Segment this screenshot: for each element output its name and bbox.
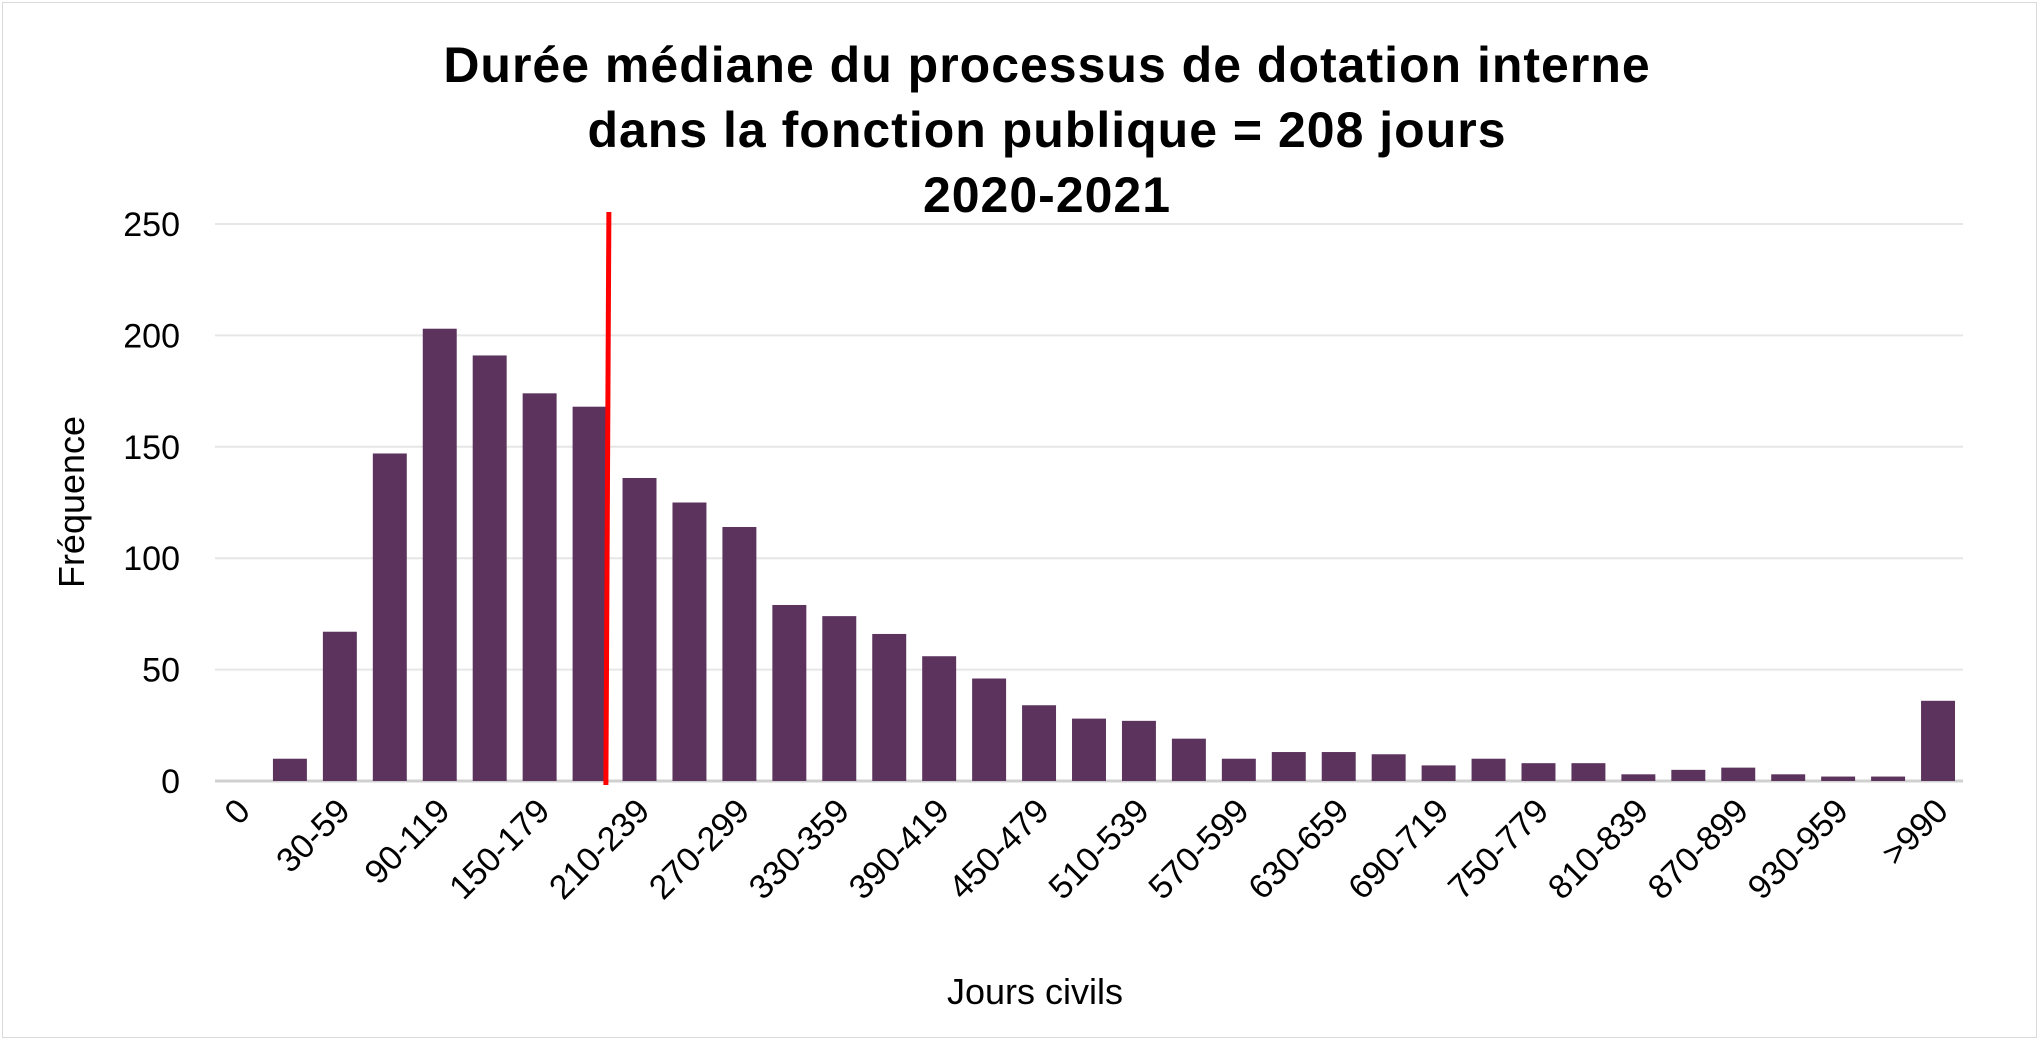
x-tick-labels: 0 30-59 90-119150-179210-239270-299330-359… xyxy=(217,792,1955,907)
x-tick-label: 450-479 xyxy=(942,792,1057,907)
bar-120-149 xyxy=(472,355,507,781)
x-tick-label: >990 xyxy=(1875,792,1956,873)
bar-750-779 xyxy=(1521,763,1556,781)
bar-570-599 xyxy=(1221,758,1256,781)
chart-title-line-1: Durée médiane du processus de dotation i… xyxy=(443,37,1650,93)
x-tick-label: 30-59 xyxy=(269,792,357,880)
bar-720-749 xyxy=(1471,758,1506,781)
bars xyxy=(272,211,1956,786)
bar-480-509 xyxy=(1072,718,1106,781)
bar->990 xyxy=(1921,700,1956,781)
bar-60-89 xyxy=(372,453,407,781)
chart-title-line-2: dans la fonction publique = 208 jours xyxy=(587,102,1506,158)
y-tick-label: 150 xyxy=(123,429,180,467)
x-tick-label: 390-419 xyxy=(842,792,957,907)
x-tick-label: 330-359 xyxy=(742,792,857,907)
x-tick-label: 930-959 xyxy=(1741,792,1856,907)
y-tick-label: 250 xyxy=(123,206,180,244)
bar-90-119 xyxy=(422,328,457,781)
bar-510-539 xyxy=(1121,720,1156,781)
x-tick-label: 570-599 xyxy=(1141,792,1256,907)
bar-240-269 xyxy=(672,502,707,781)
bar-210-239 xyxy=(622,477,657,781)
median-line xyxy=(603,211,612,786)
x-tick-label: 750-779 xyxy=(1441,792,1556,907)
bar-930-959 xyxy=(1821,776,1856,781)
x-axis-title: Jours civils xyxy=(947,971,1123,1012)
x-tick-label: 630-659 xyxy=(1241,792,1356,907)
bar-960-989 xyxy=(1871,776,1906,781)
bar-540-569 xyxy=(1171,738,1206,781)
x-tick-label: 270-299 xyxy=(642,792,757,907)
y-tick-label: 0 xyxy=(161,763,180,801)
bar-30-59 xyxy=(322,631,357,781)
bar-270-299 xyxy=(722,527,757,781)
x-tick-label: 0 xyxy=(217,792,257,832)
bar-150-179 xyxy=(522,393,557,781)
bar-660-689 xyxy=(1371,754,1406,781)
bar-180-209 xyxy=(572,406,607,781)
x-tick-label: 690-719 xyxy=(1341,792,1456,907)
bar-360-389 xyxy=(872,633,907,781)
bar-870-899 xyxy=(1721,767,1756,781)
y-tick-label: 50 xyxy=(142,652,180,690)
bar-420-449 xyxy=(972,678,1007,781)
bar-330-359 xyxy=(822,616,857,781)
y-tick-label: 100 xyxy=(123,540,180,578)
bar-810-839 xyxy=(1621,774,1656,781)
bar-840-869 xyxy=(1671,769,1706,781)
y-axis-title: Fréquence xyxy=(51,416,92,588)
y-tick-label: 200 xyxy=(123,317,180,355)
y-tick-labels: 0 50 100 150 200 250 xyxy=(123,206,180,801)
chart-title-line-3: 2020-2021 xyxy=(923,167,1171,223)
bar-1-29 xyxy=(272,758,307,781)
bar-780-809 xyxy=(1571,763,1606,781)
x-tick-label: 510-539 xyxy=(1041,792,1156,907)
bar-690-719 xyxy=(1421,765,1456,781)
x-tick-label: 810-839 xyxy=(1541,792,1656,907)
x-tick-label: 870-899 xyxy=(1641,792,1756,907)
bar-900-929 xyxy=(1771,774,1806,781)
x-tick-label: 150-179 xyxy=(442,792,557,907)
x-tick-label: 90-119 xyxy=(357,792,457,892)
bar-300-329 xyxy=(772,604,807,781)
bar-600-629 xyxy=(1271,752,1306,781)
bar-450-479 xyxy=(1022,705,1057,781)
x-tick-label: 210-239 xyxy=(542,792,657,907)
bar-630-659 xyxy=(1321,752,1356,781)
bar-390-419 xyxy=(922,656,957,781)
